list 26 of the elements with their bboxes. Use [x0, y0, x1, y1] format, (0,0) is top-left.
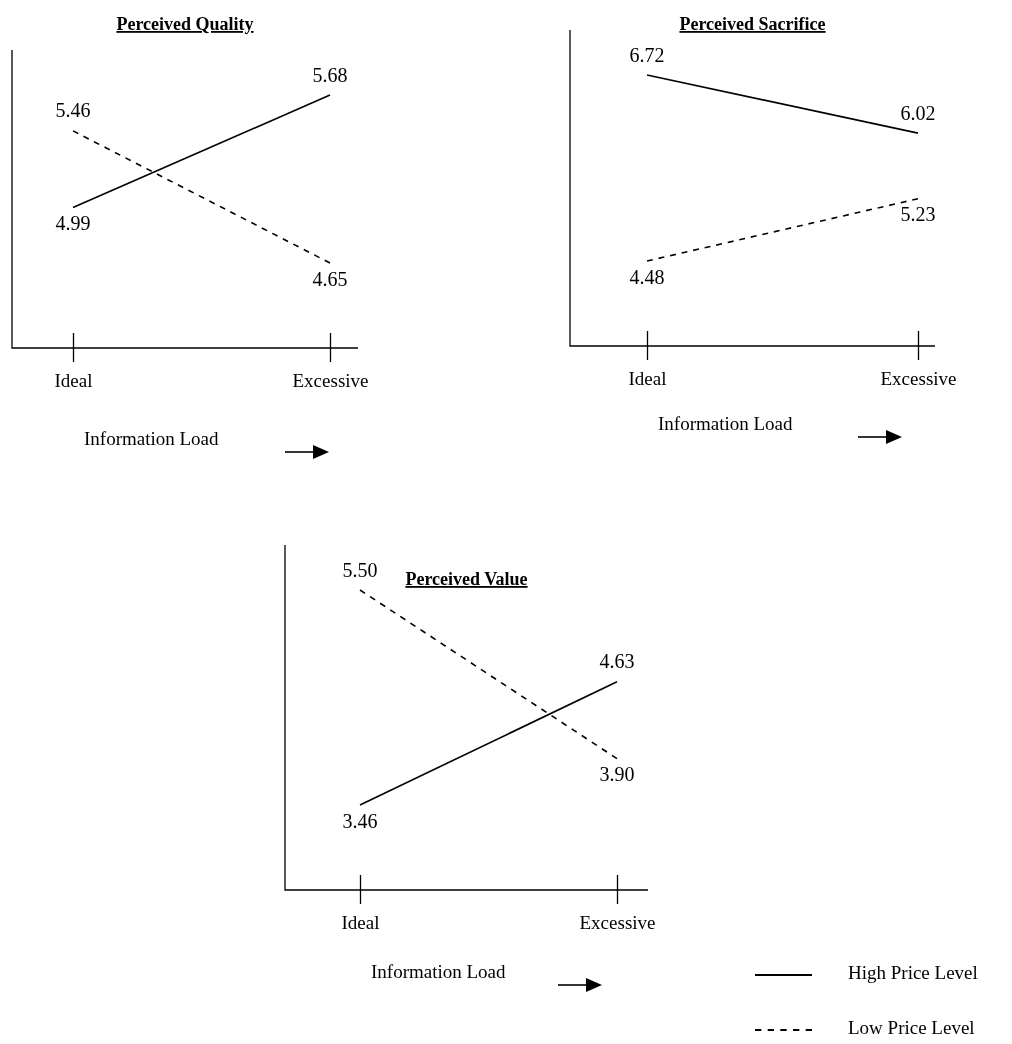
- data-label: 4.65: [312, 267, 348, 290]
- legend-label: High Price Level: [848, 962, 978, 984]
- chart-title: Perceived Sacrifice: [679, 14, 826, 34]
- x-axis-title: Information Load: [658, 413, 794, 434]
- chart-title: Perceived Quality: [116, 14, 254, 34]
- x-tick-label: Ideal: [628, 368, 667, 390]
- data-label: 5.46: [55, 99, 91, 122]
- data-label: 4.48: [629, 265, 665, 288]
- x-tick-label: Ideal: [341, 912, 380, 934]
- x-tick-label: Excessive: [292, 370, 369, 392]
- data-label: 3.46: [342, 809, 378, 832]
- x-tick-label: Excessive: [579, 912, 656, 934]
- x-tick-label: Ideal: [54, 370, 93, 392]
- data-label: 3.90: [599, 763, 635, 786]
- legend-label: Low Price Level: [848, 1017, 975, 1039]
- data-label: 6.72: [629, 43, 665, 66]
- x-axis-title: Information Load: [84, 428, 220, 449]
- x-axis-title: Information Load: [371, 961, 507, 982]
- chart-title: Perceived Value: [405, 569, 528, 589]
- data-label: 4.99: [55, 212, 91, 235]
- data-label: 5.68: [312, 63, 348, 86]
- data-label: 5.23: [900, 203, 936, 226]
- data-label: 5.50: [342, 558, 378, 581]
- data-label: 6.02: [900, 101, 936, 124]
- x-tick-label: Excessive: [880, 368, 957, 390]
- data-label: 4.63: [599, 650, 635, 673]
